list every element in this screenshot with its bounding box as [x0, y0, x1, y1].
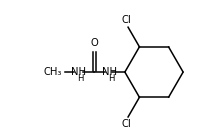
Text: NH: NH — [102, 67, 117, 77]
Text: H: H — [108, 74, 114, 83]
Text: CH₃: CH₃ — [43, 67, 62, 77]
Text: H: H — [77, 74, 83, 83]
Text: O: O — [90, 39, 98, 48]
Text: NH: NH — [71, 67, 86, 77]
Text: Cl: Cl — [122, 119, 131, 129]
Text: Cl: Cl — [122, 15, 131, 25]
